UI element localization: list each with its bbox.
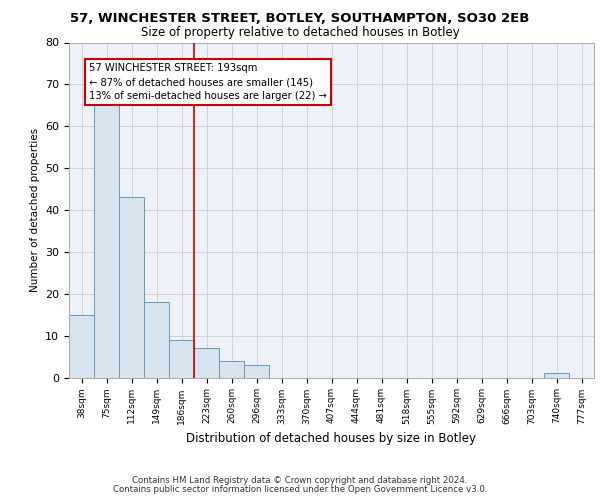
Bar	[219, 361, 244, 378]
Text: 57 WINCHESTER STREET: 193sqm
← 87% of detached houses are smaller (145)
13% of s: 57 WINCHESTER STREET: 193sqm ← 87% of de…	[89, 64, 327, 102]
X-axis label: Distribution of detached houses by size in Botley: Distribution of detached houses by size …	[187, 432, 476, 445]
Bar	[244, 365, 269, 378]
Text: 57, WINCHESTER STREET, BOTLEY, SOUTHAMPTON, SO30 2EB: 57, WINCHESTER STREET, BOTLEY, SOUTHAMPT…	[70, 12, 530, 26]
Text: Size of property relative to detached houses in Botley: Size of property relative to detached ho…	[140, 26, 460, 39]
Y-axis label: Number of detached properties: Number of detached properties	[29, 128, 40, 292]
Text: Contains HM Land Registry data © Crown copyright and database right 2024.: Contains HM Land Registry data © Crown c…	[132, 476, 468, 485]
Text: Contains public sector information licensed under the Open Government Licence v3: Contains public sector information licen…	[113, 485, 487, 494]
Bar	[544, 374, 569, 378]
Bar	[144, 302, 169, 378]
Bar	[69, 314, 94, 378]
Bar	[194, 348, 219, 378]
Bar	[169, 340, 194, 378]
Bar	[119, 198, 144, 378]
Bar	[94, 93, 119, 378]
